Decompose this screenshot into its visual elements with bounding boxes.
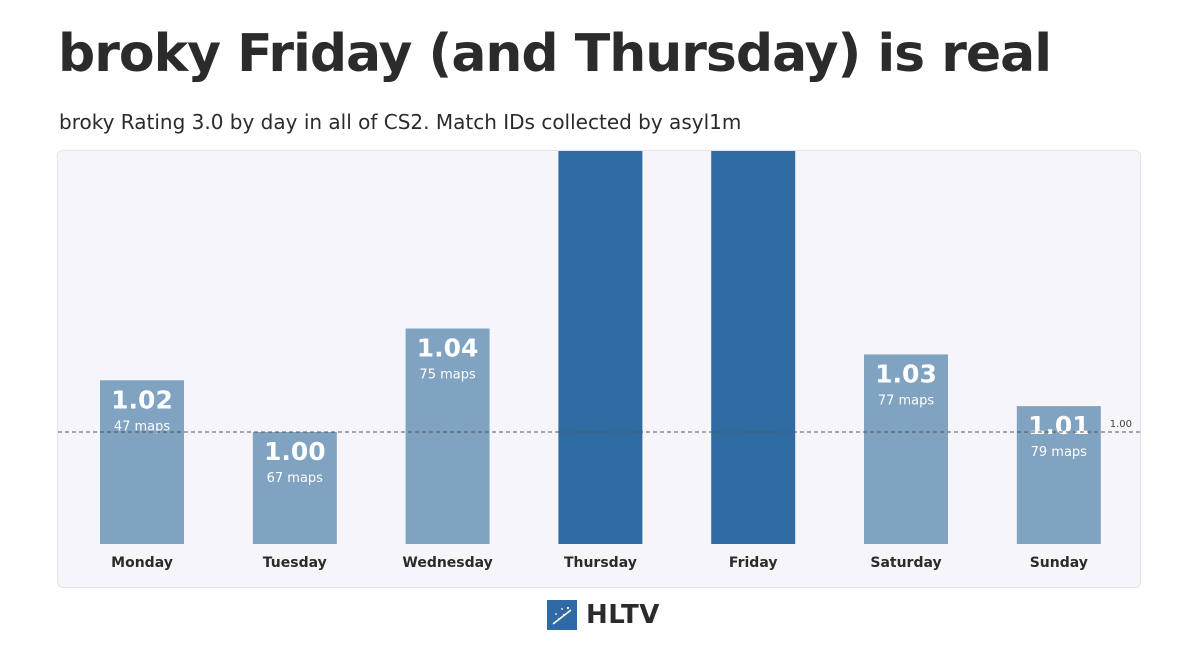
hltv-logo-icon (547, 600, 577, 630)
bar-maps-label: 79 maps (1031, 445, 1088, 460)
bar-value-label: 1.01 (1028, 411, 1090, 440)
bar (558, 151, 643, 544)
bar-maps-label: 47 maps (114, 419, 171, 434)
hltv-logo: HLTV (547, 600, 660, 630)
bar-value-label: 1.04 (417, 334, 479, 363)
bar-chart: 1.02 47 maps Monday 1.00 67 maps Tuesday 1.04 7… (58, 151, 1142, 571)
bar-maps-label: 67 maps (267, 471, 324, 486)
bar-value-label: 1.03 (875, 359, 937, 388)
bar (405, 328, 490, 544)
x-tick-label: Sunday (1030, 555, 1088, 571)
bar-value-label: 1.00 (264, 437, 326, 466)
x-tick-label: Thursday (564, 555, 637, 571)
chart-panel: 1.02 47 maps Monday 1.00 67 maps Tuesday 1.04 7… (57, 150, 1142, 588)
bar-value-label: 1.02 (111, 385, 173, 414)
bar-maps-label: 77 maps (878, 393, 935, 408)
bar (864, 354, 948, 544)
chart-subtitle: broky Rating 3.0 by day in all of CS2. M… (59, 110, 742, 134)
x-tick-label: Saturday (870, 555, 941, 571)
bar (100, 380, 184, 544)
x-tick-label: Wednesday (402, 555, 492, 571)
reference-line-label: 1.00 (1110, 419, 1132, 430)
bar (1016, 406, 1101, 544)
x-tick-label: Monday (111, 555, 173, 571)
hltv-logo-text: HLTV (586, 600, 660, 630)
bar (711, 151, 796, 544)
bar-maps-label: 75 maps (419, 368, 476, 383)
x-tick-label: Tuesday (263, 555, 327, 571)
bar (252, 432, 337, 544)
x-tick-label: Friday (729, 555, 778, 571)
chart-title: broky Friday (and Thursday) is real (58, 24, 1052, 84)
